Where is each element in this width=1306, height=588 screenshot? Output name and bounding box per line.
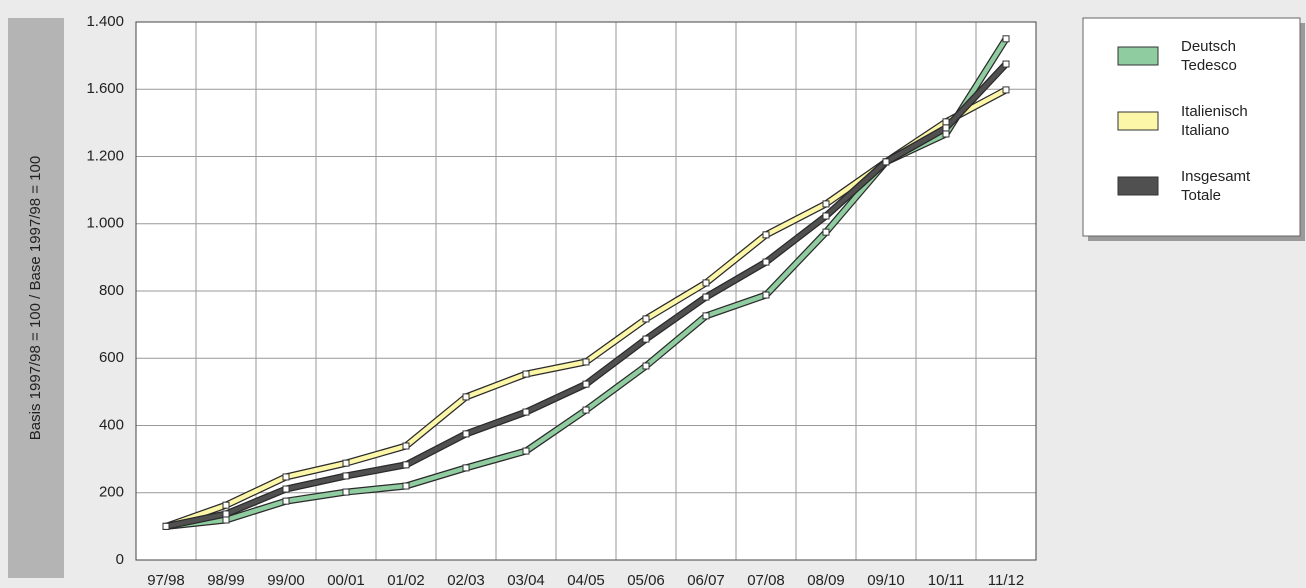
plot-frame — [135, 21, 1037, 561]
x-tick-label: 06/07 — [687, 572, 725, 588]
legend-swatch — [1117, 46, 1159, 66]
point — [282, 473, 290, 481]
point — [402, 461, 410, 469]
point — [282, 497, 290, 505]
point — [342, 459, 350, 467]
point — [942, 124, 950, 132]
y-label-band — [8, 18, 64, 578]
point — [882, 158, 890, 166]
point — [522, 447, 530, 455]
x-tick-label: 05/06 — [627, 572, 665, 588]
legend-swatch — [1117, 176, 1159, 196]
point — [762, 291, 770, 299]
point — [1002, 60, 1010, 68]
y-tick-label: 800 — [99, 282, 124, 299]
y-tick-label: 1.600 — [86, 80, 124, 97]
y-tick-label: 1.200 — [86, 147, 124, 164]
x-tick-label: 97/98 — [147, 572, 185, 588]
x-tick-label: 04/05 — [567, 572, 605, 588]
x-tick-label: 11/12 — [988, 572, 1024, 588]
point — [642, 335, 650, 343]
point — [282, 485, 290, 493]
point — [462, 464, 470, 472]
x-tick-label: 01/02 — [387, 572, 425, 588]
y-tick-label: 400 — [99, 416, 124, 433]
point — [1002, 86, 1010, 94]
point — [342, 472, 350, 480]
y-tick-label: 1.400 — [86, 13, 124, 30]
point — [702, 312, 710, 320]
y-tick-label: 1.000 — [86, 215, 124, 232]
point — [702, 293, 710, 301]
legend-label: Insgesamt Totale — [1181, 168, 1251, 204]
x-tick-label: 00/01 — [327, 572, 365, 588]
point — [822, 212, 830, 220]
legend-label: Italienisch Italiano — [1181, 103, 1248, 139]
x-tick-label: 07/08 — [747, 572, 785, 588]
point — [702, 279, 710, 287]
point — [402, 482, 410, 490]
point — [642, 315, 650, 323]
point — [822, 200, 830, 208]
point — [402, 442, 410, 450]
point — [942, 118, 950, 126]
point — [462, 430, 470, 438]
point — [1002, 35, 1010, 43]
x-tick-label: 09/10 — [867, 572, 905, 588]
point — [222, 516, 230, 524]
y-tick-label: 0 — [116, 551, 124, 568]
x-tick-label: 03/04 — [507, 572, 545, 588]
point — [762, 231, 770, 239]
point — [522, 370, 530, 378]
x-tick-label: 08/09 — [807, 572, 845, 588]
point — [222, 510, 230, 518]
y-tick-label: 200 — [99, 484, 124, 501]
point — [582, 380, 590, 388]
point — [582, 406, 590, 414]
x-tick-label: 98/99 — [207, 572, 245, 588]
x-tick-label: 99/00 — [267, 572, 305, 588]
point — [642, 362, 650, 370]
point — [162, 522, 170, 530]
y-tick-label: 600 — [99, 349, 124, 366]
legend-label: Deutsch Tedesco — [1181, 38, 1237, 74]
point — [582, 358, 590, 366]
point — [222, 501, 230, 509]
point — [762, 258, 770, 266]
point — [462, 393, 470, 401]
x-tick-label: 02/03 — [447, 572, 485, 588]
x-tick-label: 10/11 — [928, 572, 964, 588]
legend-swatch — [1117, 111, 1159, 131]
y-axis-label: Basis 1997/98 = 100 / Base 1997/98 = 100 — [27, 156, 44, 440]
point — [522, 408, 530, 416]
point — [822, 228, 830, 236]
point — [342, 488, 350, 496]
point — [942, 130, 950, 138]
